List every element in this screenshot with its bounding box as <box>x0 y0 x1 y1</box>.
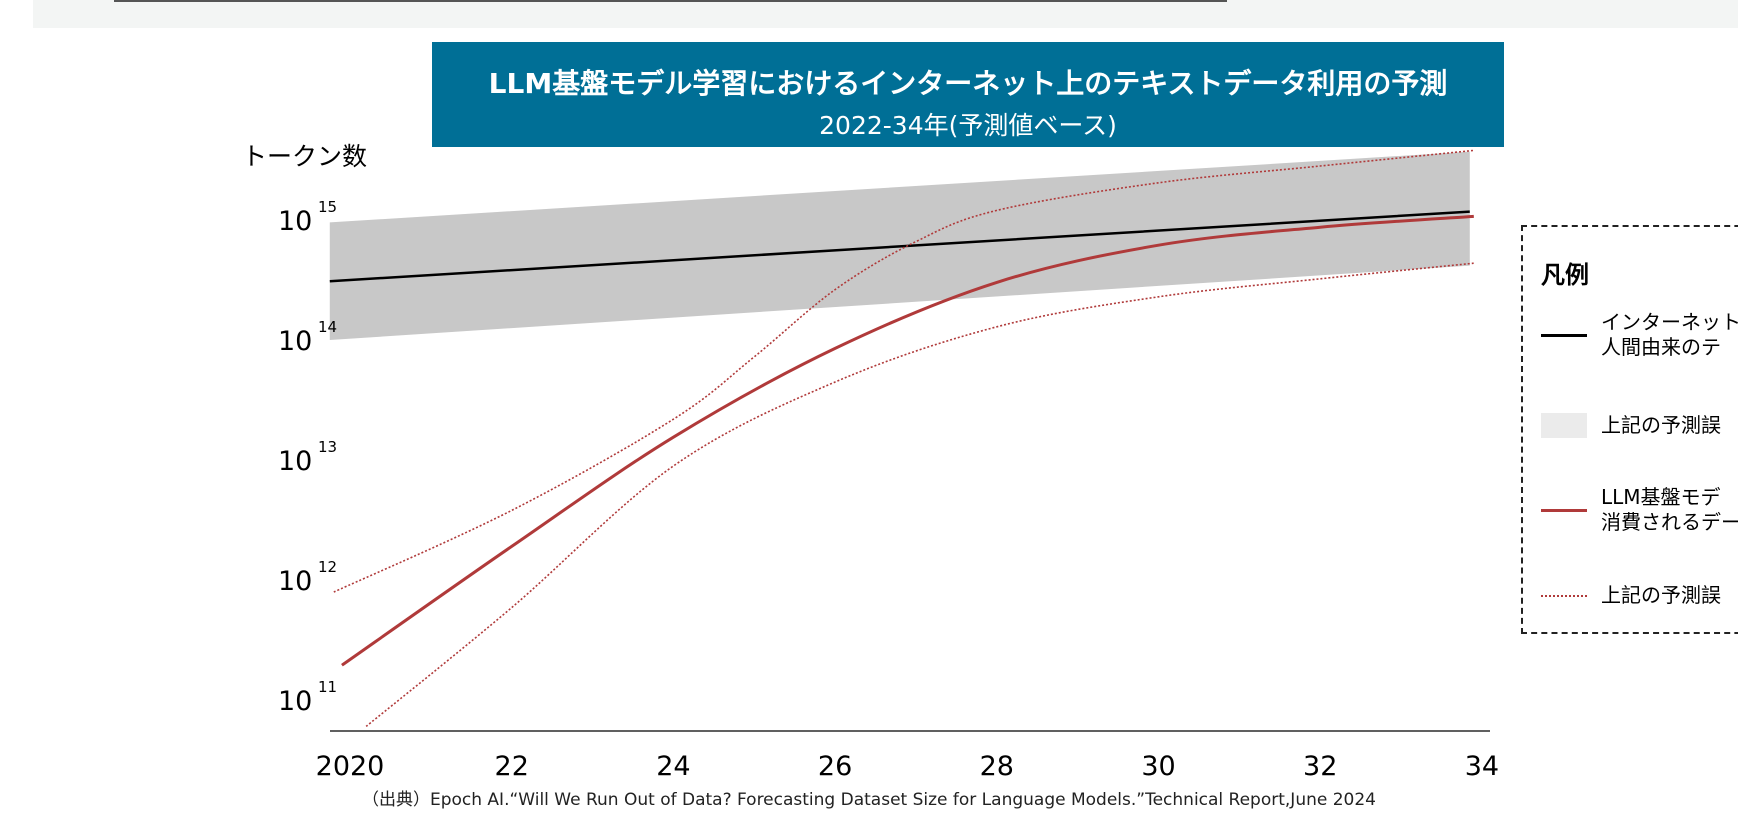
chart-title: LLM基盤モデル学習におけるインターネット上のテキストデータ利用の予測 <box>488 67 1448 100</box>
legend-swatch-solid-black <box>1541 333 1587 337</box>
series-line-usage <box>341 214 1474 667</box>
legend-text: 上記の予測誤 <box>1601 413 1721 437</box>
y-tick-label: 10 <box>278 686 312 717</box>
source-note: （出典）Epoch AI.“Will We Run Out of Data? F… <box>361 790 1377 810</box>
legend-text: 消費されるデー <box>1601 510 1738 534</box>
x-tick-label: 28 <box>980 751 1014 782</box>
x-tick-label: 22 <box>495 751 529 782</box>
x-tick-label: 2020 <box>316 751 385 782</box>
y-tick-exponent: 13 <box>318 438 337 456</box>
series-line-usage-lower <box>365 262 1474 728</box>
legend-swatch-gray-band <box>1541 413 1587 438</box>
top-band <box>33 0 1738 28</box>
legend-text: インターネット上 <box>1601 310 1738 334</box>
series-line-usage-upper <box>333 149 1474 593</box>
y-tick-label: 10 <box>278 326 312 357</box>
y-tick-label: 10 <box>278 206 312 237</box>
legend-item-usage: LLM基盤モデ 消費されるデー <box>1541 485 1738 535</box>
series-line-stock <box>329 210 1470 283</box>
legend-swatch-dotted-red <box>1541 594 1587 597</box>
x-tick-label: 26 <box>818 751 852 782</box>
y-tick-exponent: 11 <box>318 678 337 696</box>
y-tick-exponent: 14 <box>318 318 337 336</box>
y-tick-label: 10 <box>278 446 312 477</box>
y-tick-exponent: 15 <box>318 198 337 216</box>
legend: 凡例 インターネット上人間由来のテ 上記の予測誤 LLM基盤モデ消費されるデー … <box>1521 225 1738 634</box>
legend-swatch-solid-red <box>1541 508 1587 512</box>
chart-subtitle: 2022-34年(予測値ベース) <box>819 111 1117 140</box>
y-tick-label: 10 <box>278 566 312 597</box>
x-tick-label: 34 <box>1465 751 1499 782</box>
legend-item-stock: インターネット上人間由来のテ <box>1541 310 1738 360</box>
legend-text: 人間由来のテ <box>1601 335 1721 359</box>
chart-title-box: LLM基盤モデル学習におけるインターネット上のテキストデータ利用の予測 2022… <box>432 42 1504 147</box>
legend-item-usage-range: 上記の予測誤 <box>1541 582 1721 608</box>
x-tick-label: 30 <box>1141 751 1175 782</box>
legend-item-band: 上記の予測誤 <box>1541 412 1721 438</box>
legend-text: 上記の予測誤 <box>1601 583 1721 607</box>
x-tick-label: 32 <box>1303 751 1337 782</box>
legend-text: LLM基盤モデ <box>1601 485 1721 509</box>
x-tick-label: 24 <box>656 751 690 782</box>
legend-title: 凡例 <box>1541 261 1589 289</box>
y-axis-label: トークン数 <box>242 142 367 171</box>
y-tick-exponent: 12 <box>318 558 337 576</box>
top-divider <box>114 0 1227 2</box>
